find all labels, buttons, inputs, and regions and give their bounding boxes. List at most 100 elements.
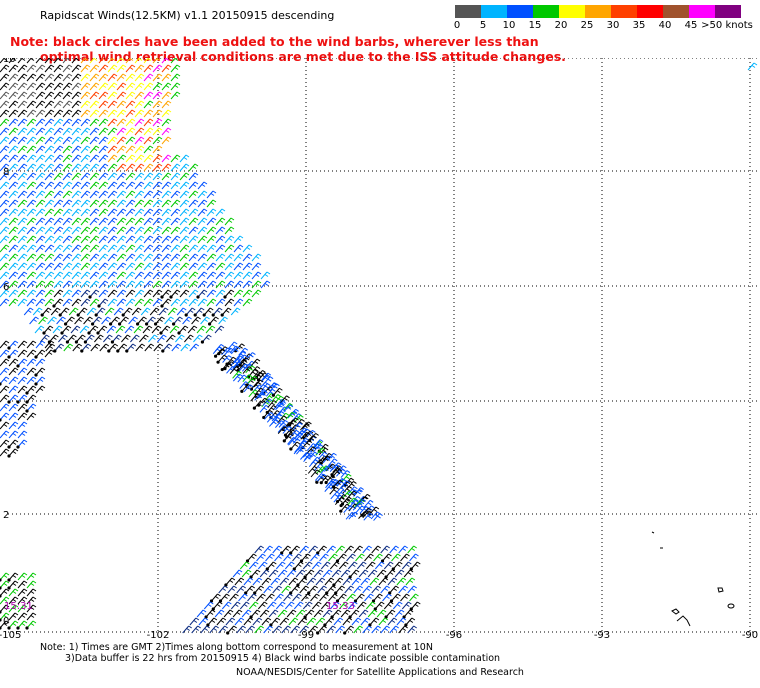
wind-barb <box>362 585 372 594</box>
wind-barb <box>83 316 93 325</box>
wind-barb <box>161 73 172 82</box>
wind-barb <box>116 64 127 73</box>
wind-barb <box>35 262 46 271</box>
wind-map: 10 8 6 2 0 -105 -102 -99 -96 -93 -90 15:31 15:33 <box>0 54 760 641</box>
wind-barb <box>80 289 91 298</box>
wind-barb <box>53 280 64 289</box>
wind-barb <box>388 585 399 595</box>
wind-barb <box>313 569 324 578</box>
wind-barb <box>0 430 10 439</box>
wind-barb <box>26 136 37 145</box>
wind-barb <box>35 226 46 235</box>
wind-barb <box>328 593 338 602</box>
wind-barb <box>234 577 245 586</box>
map-grid <box>8 57 760 633</box>
note-line-2: optimal wind retrieval conditions are me… <box>40 49 566 64</box>
wind-barb <box>329 601 340 610</box>
wind-barb <box>351 617 362 626</box>
wind-barb <box>134 64 145 73</box>
wind-barb <box>170 73 181 82</box>
wind-barb <box>62 100 73 109</box>
wind-barb <box>26 181 37 190</box>
legend-swatch <box>559 5 585 18</box>
wind-barb <box>80 109 91 118</box>
wind-barb <box>161 118 172 127</box>
wind-barb <box>242 244 253 253</box>
wind-barb <box>42 325 54 335</box>
wind-barb <box>98 235 109 244</box>
wind-barb <box>107 280 118 289</box>
wind-barb <box>227 585 237 594</box>
wind-barb <box>53 289 64 298</box>
wind-barb <box>152 217 163 226</box>
wind-barb <box>188 190 199 199</box>
wind-barb <box>98 244 109 253</box>
wind-barb <box>107 82 118 91</box>
wind-barb <box>311 561 322 570</box>
wind-barb <box>26 280 37 289</box>
wind-barb <box>241 609 252 618</box>
wind-barb <box>250 358 261 367</box>
wind-barb <box>263 545 273 554</box>
wind-barb <box>274 553 284 562</box>
wind-barb <box>26 154 37 163</box>
wind-barb <box>179 289 190 298</box>
wind-barb <box>71 109 82 118</box>
wind-barb <box>279 617 290 626</box>
wind-barb <box>35 118 46 127</box>
wind-barb <box>116 163 127 172</box>
wind-barb <box>74 316 84 325</box>
wind-barb <box>44 199 55 208</box>
wind-barb <box>371 593 383 603</box>
wind-barb <box>8 358 19 367</box>
wind-barb <box>280 395 290 404</box>
wind-barb <box>53 64 64 73</box>
wind-barb <box>179 190 190 199</box>
wind-barb <box>215 271 226 280</box>
wind-barb <box>295 569 306 578</box>
wind-barb <box>220 362 232 372</box>
wind-barb <box>251 262 262 271</box>
wind-barb <box>292 561 304 571</box>
wind-barb <box>134 226 145 235</box>
wind-barb <box>25 394 37 404</box>
wind-barb <box>161 181 172 190</box>
wind-barb <box>89 235 100 244</box>
wind-barb <box>8 100 19 109</box>
wind-barb <box>206 190 217 199</box>
wind-barb <box>0 118 10 127</box>
wind-barb <box>215 244 226 253</box>
time-label: 15:31 <box>4 601 33 612</box>
wind-barb <box>254 545 264 554</box>
wind-barb <box>161 235 172 244</box>
wind-barb <box>196 325 207 334</box>
legend-swatch <box>585 5 611 18</box>
wind-barb <box>152 208 163 217</box>
wind-barb <box>53 190 64 199</box>
wind-barb <box>152 118 163 127</box>
wind-barb <box>224 280 235 289</box>
wind-barb <box>80 55 91 64</box>
wind-barb <box>179 271 190 280</box>
wind-barb <box>109 316 120 326</box>
wind-barb <box>224 226 235 235</box>
wind-barb <box>35 82 46 91</box>
wind-barb <box>134 100 145 109</box>
wind-barb <box>8 73 19 82</box>
wind-barb <box>289 545 300 555</box>
wind-barb <box>306 577 317 586</box>
wind-barb <box>336 489 347 498</box>
wind-barb <box>17 253 28 262</box>
wind-barb <box>116 271 127 280</box>
wind-barb <box>143 181 154 190</box>
wind-barb <box>282 433 294 443</box>
wind-barb <box>34 325 45 334</box>
wind-barb <box>44 163 55 172</box>
wind-barb <box>125 163 136 172</box>
wind-barb <box>80 64 91 73</box>
wind-barb <box>98 217 109 226</box>
wind-barb <box>16 394 28 404</box>
wind-barb <box>17 596 28 605</box>
wind-barb <box>152 172 163 181</box>
wind-barb <box>71 199 82 208</box>
